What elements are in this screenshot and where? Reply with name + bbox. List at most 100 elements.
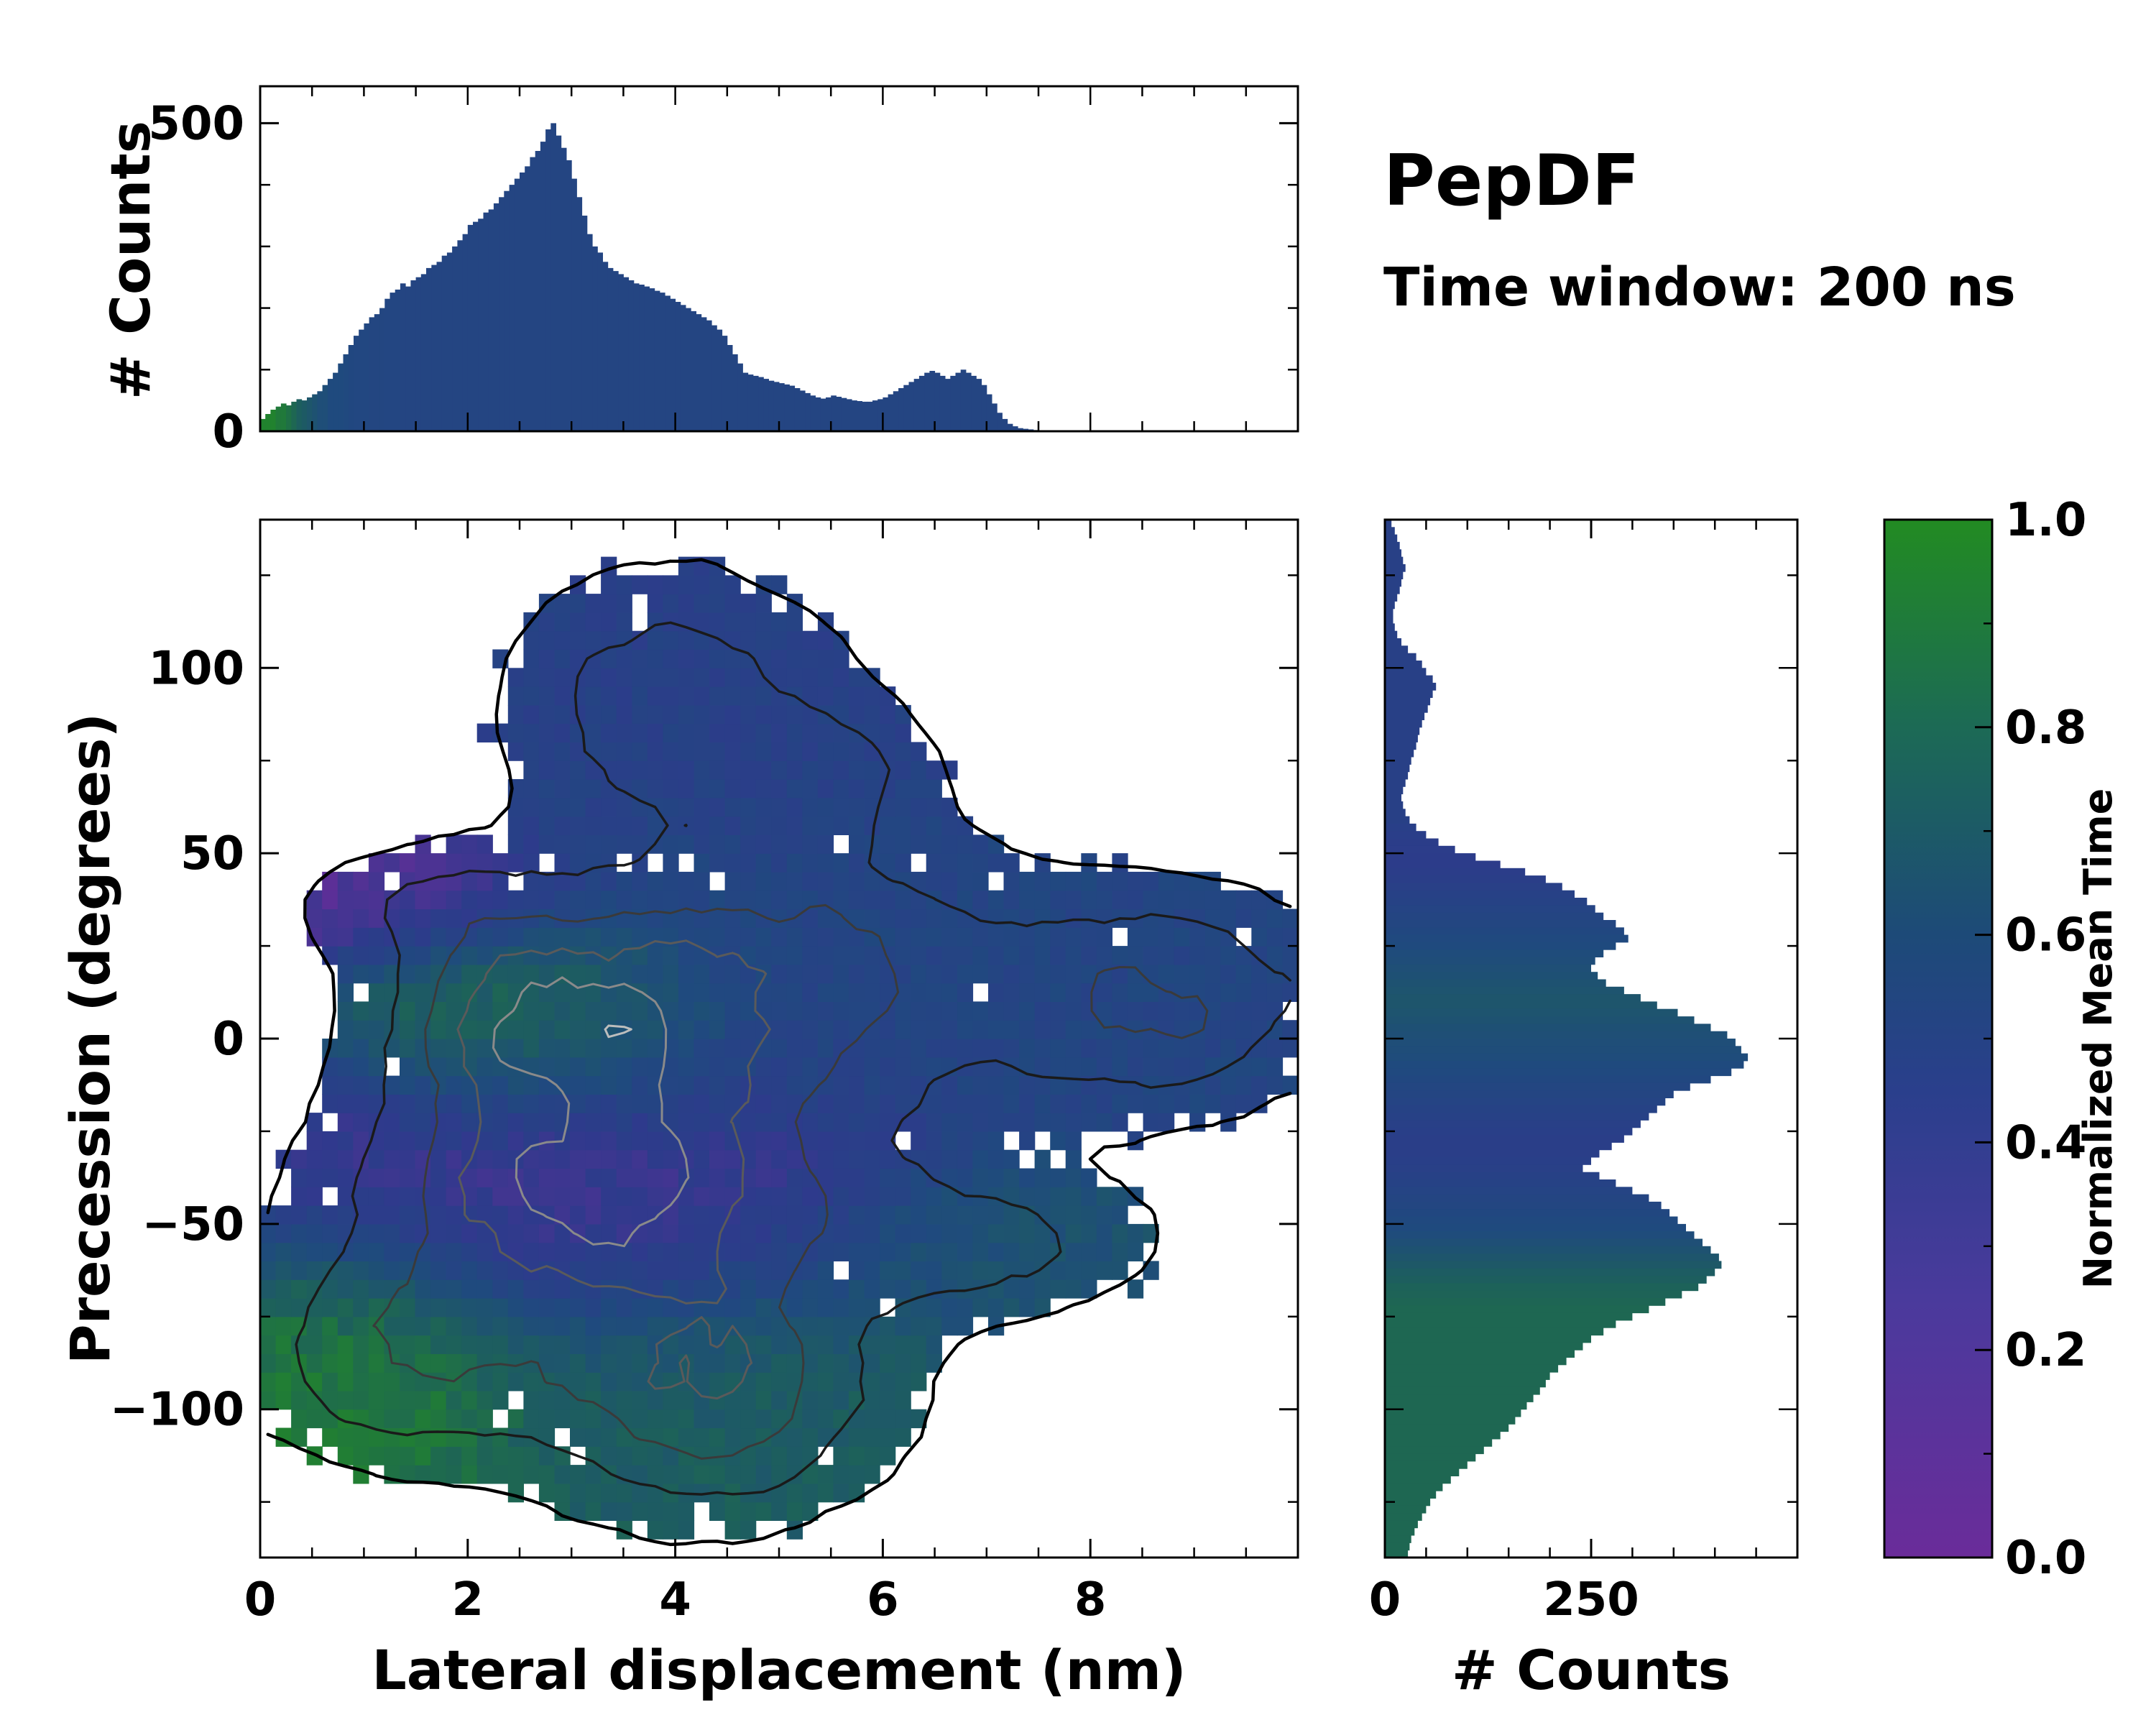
heatmap-cell xyxy=(601,630,617,650)
heatmap-cell xyxy=(585,1409,602,1429)
heatmap-cell xyxy=(786,816,803,835)
heatmap-cell xyxy=(476,983,493,1002)
heatmap-cell xyxy=(678,1501,695,1521)
heatmap-cell xyxy=(663,871,679,891)
heatmap-cell xyxy=(926,1001,942,1021)
heatmap-cell xyxy=(1065,1223,1082,1243)
heatmap-cell xyxy=(400,1298,416,1317)
heatmap-cell xyxy=(911,1001,927,1021)
heatmap-cell xyxy=(709,983,726,1002)
right-histogram-bar xyxy=(1385,942,1616,950)
colorbar-tick-label: 0.0 xyxy=(2005,1532,2086,1585)
heatmap-cell xyxy=(663,704,679,724)
heatmap-cell xyxy=(507,1279,524,1299)
heatmap-cell xyxy=(771,1149,788,1169)
top-histogram-bar xyxy=(862,401,868,431)
heatmap-cell xyxy=(353,1335,369,1354)
right-histogram-bar xyxy=(1385,1312,1633,1321)
right-histogram-bar xyxy=(1385,1505,1427,1514)
heatmap-cell xyxy=(1143,927,1159,947)
heatmap-cell xyxy=(322,1372,338,1392)
top-histogram-bar xyxy=(597,252,603,431)
heatmap-cell xyxy=(275,1353,292,1373)
heatmap-cell xyxy=(941,1020,958,1039)
heatmap-cell xyxy=(771,1427,788,1447)
heatmap-cell xyxy=(616,1223,632,1243)
heatmap-cell xyxy=(601,1427,617,1447)
heatmap-cell xyxy=(880,1316,896,1336)
heatmap-cell xyxy=(337,1094,354,1113)
heatmap-cell xyxy=(1050,1001,1067,1021)
heatmap-cell xyxy=(353,908,369,928)
right-histogram-bar xyxy=(1385,1223,1686,1232)
heatmap-cell xyxy=(1143,1001,1159,1021)
top-histogram-bar xyxy=(659,293,665,431)
heatmap-cell xyxy=(554,742,571,761)
heatmap-cell xyxy=(415,1390,431,1410)
right-histogram-ticks: 0 250 xyxy=(1369,520,1797,1627)
heatmap-cell xyxy=(601,1261,617,1280)
heatmap-cell xyxy=(1204,1039,1221,1058)
top-histogram-bar xyxy=(846,399,852,431)
heatmap-cell xyxy=(601,908,617,928)
heatmap-cell xyxy=(880,760,896,780)
heatmap-cell xyxy=(538,1020,556,1039)
heatmap-cell xyxy=(616,890,632,910)
heatmap-cell xyxy=(291,1223,308,1243)
heatmap-cell xyxy=(430,983,447,1002)
heatmap-cell xyxy=(755,1353,772,1373)
right-histogram-bar xyxy=(1385,1046,1741,1054)
heatmap-cell xyxy=(926,1223,942,1243)
heatmap-cell xyxy=(632,1261,648,1280)
heatmap-cell xyxy=(941,853,958,873)
heatmap-cell xyxy=(476,1409,493,1429)
heatmap-cell xyxy=(400,853,416,873)
heatmap-cell xyxy=(647,1057,663,1077)
heatmap-cell xyxy=(400,1409,416,1429)
heatmap-cell xyxy=(957,946,974,965)
heatmap-cell xyxy=(384,1335,400,1354)
heatmap-cell xyxy=(507,1335,524,1354)
heatmap-cell xyxy=(849,1001,865,1021)
heatmap-cell xyxy=(709,668,726,687)
top-histogram-bar xyxy=(545,129,551,431)
heatmap-cell xyxy=(694,686,710,706)
heatmap-cell xyxy=(678,630,695,650)
heatmap-cell xyxy=(1220,1001,1237,1021)
heatmap-cell xyxy=(554,797,571,817)
heatmap-cell xyxy=(1050,964,1067,984)
heatmap-cell xyxy=(384,1242,400,1261)
heatmap-cell xyxy=(694,1020,710,1039)
heatmap-cell xyxy=(507,1409,524,1429)
heatmap-cell xyxy=(415,1261,431,1280)
top-histogram-bar xyxy=(918,375,925,431)
top-histogram-bar xyxy=(633,283,640,431)
heatmap-cell xyxy=(880,816,896,835)
heatmap-cell xyxy=(833,1372,849,1392)
heatmap-cell xyxy=(647,1501,663,1521)
heatmap-cell xyxy=(694,853,710,873)
top-histogram-bar xyxy=(934,372,941,431)
heatmap-cell xyxy=(926,1205,942,1225)
heatmap-cell xyxy=(523,797,540,817)
heatmap-cell xyxy=(972,834,989,854)
heatmap-cell xyxy=(1282,983,1298,1002)
heatmap-cell xyxy=(616,834,632,854)
heatmap-cell xyxy=(400,1242,416,1261)
top-histogram-bar xyxy=(722,336,728,431)
heatmap-cell xyxy=(817,1223,834,1243)
heatmap-cell xyxy=(740,797,757,817)
heatmap-cell xyxy=(306,1168,323,1187)
right-histogram-bar xyxy=(1385,1394,1534,1402)
heatmap-cell xyxy=(663,1520,679,1540)
heatmap-cell xyxy=(1003,1242,1020,1261)
heatmap-cell xyxy=(802,1039,819,1058)
top-histogram-bar xyxy=(359,329,364,431)
heatmap-cell xyxy=(1174,1057,1190,1077)
heatmap-cell xyxy=(709,1057,726,1077)
heatmap-cell xyxy=(895,1057,911,1077)
heatmap-cell xyxy=(802,983,819,1002)
heatmap-cell xyxy=(337,1057,354,1077)
heatmap-cell xyxy=(476,1094,493,1113)
